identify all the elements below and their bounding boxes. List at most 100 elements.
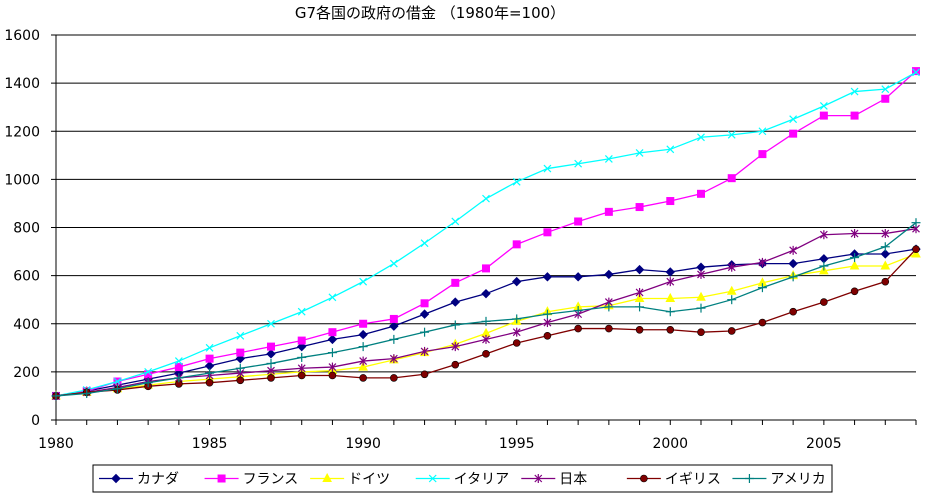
data-point bbox=[543, 318, 552, 328]
data-point bbox=[451, 360, 460, 369]
data-point bbox=[359, 319, 368, 328]
data-point bbox=[82, 389, 92, 399]
data-point bbox=[758, 257, 767, 267]
data-point-stroke bbox=[881, 85, 890, 94]
legend-entry: ドイツ bbox=[310, 472, 390, 488]
data-point bbox=[358, 361, 368, 371]
data-point bbox=[235, 353, 245, 364]
data-point bbox=[666, 145, 675, 154]
data-point bbox=[665, 307, 675, 317]
data-point bbox=[758, 127, 767, 136]
data-point bbox=[744, 474, 754, 483]
data-point bbox=[205, 368, 215, 378]
y-tick-label: 1600 bbox=[4, 28, 40, 44]
legend-label: アメリカ bbox=[770, 472, 825, 488]
data-point bbox=[174, 363, 183, 372]
data-point bbox=[328, 293, 337, 302]
data-point bbox=[482, 194, 490, 203]
data-point bbox=[696, 303, 706, 313]
data-point bbox=[451, 278, 460, 287]
data-point bbox=[697, 133, 705, 142]
data-point bbox=[236, 348, 245, 357]
axes: 0 200 400 600 800 1000 1200 1400 1600 1980 1985 199… bbox=[4, 28, 917, 452]
data-point bbox=[757, 283, 767, 293]
data-point bbox=[144, 367, 153, 376]
legend-entry: フランス bbox=[204, 472, 298, 488]
data-point-stroke bbox=[451, 217, 460, 226]
data-point bbox=[819, 261, 829, 271]
y-tick-label: 1400 bbox=[4, 76, 40, 92]
data-point bbox=[665, 267, 675, 277]
data-point bbox=[236, 376, 245, 385]
data-point bbox=[634, 264, 645, 275]
data-point bbox=[635, 287, 644, 297]
legend-label: イタリア bbox=[454, 472, 509, 488]
data-point bbox=[911, 248, 921, 258]
data-point bbox=[389, 321, 399, 331]
data-point-stroke bbox=[635, 148, 644, 157]
data-point bbox=[420, 299, 429, 308]
data-point bbox=[573, 272, 583, 282]
data-point bbox=[634, 292, 645, 302]
data-point bbox=[267, 319, 275, 328]
data-point bbox=[789, 115, 798, 124]
data-point bbox=[328, 371, 337, 380]
series-line bbox=[55, 222, 917, 397]
data-point bbox=[850, 111, 859, 120]
x-tick-label: 1985 bbox=[192, 436, 228, 452]
data-point-stroke bbox=[236, 331, 245, 340]
data-point bbox=[512, 339, 521, 347]
series-line bbox=[55, 228, 917, 397]
data-point bbox=[450, 297, 460, 307]
data-point bbox=[819, 102, 828, 110]
data-point bbox=[327, 334, 338, 345]
data-point bbox=[788, 258, 798, 269]
grid bbox=[56, 34, 916, 373]
data-point bbox=[574, 217, 583, 226]
data-point-stroke bbox=[328, 293, 337, 302]
data-point-stroke bbox=[850, 87, 859, 96]
data-point bbox=[697, 189, 705, 198]
data-point-stroke bbox=[420, 239, 429, 248]
y-tick-label: 800 bbox=[13, 221, 40, 237]
data-point bbox=[111, 473, 121, 484]
data-point bbox=[359, 374, 367, 382]
data-point bbox=[512, 327, 521, 337]
data-point bbox=[727, 262, 736, 272]
data-point bbox=[174, 373, 184, 383]
data-point bbox=[666, 325, 675, 334]
data-point-stroke bbox=[359, 277, 368, 286]
data-point bbox=[543, 164, 552, 173]
x-tick-label: 2000 bbox=[652, 436, 688, 452]
data-point-stroke bbox=[389, 259, 398, 268]
data-point bbox=[635, 302, 645, 312]
data-point bbox=[266, 358, 276, 368]
data-point bbox=[266, 349, 276, 359]
x-tick-label: 1995 bbox=[499, 436, 535, 452]
data-point bbox=[174, 357, 183, 365]
data-point bbox=[297, 307, 306, 316]
y-tick-label: 200 bbox=[13, 365, 40, 381]
series-7 bbox=[51, 218, 921, 401]
data-point bbox=[512, 240, 521, 249]
data-point bbox=[880, 260, 891, 270]
data-point bbox=[911, 218, 921, 228]
data-point bbox=[605, 324, 613, 333]
legend-entry: 日本 bbox=[521, 472, 587, 488]
legend-label: 日本 bbox=[559, 472, 587, 488]
data-point bbox=[820, 298, 828, 306]
legend: カナダ フランス ドイツ イタリア 日本 イギリス アメリカ bbox=[92, 464, 833, 493]
data-point bbox=[112, 384, 122, 394]
data-point bbox=[482, 264, 490, 273]
data-point bbox=[451, 217, 460, 226]
series-6 bbox=[52, 245, 920, 400]
series-2 bbox=[52, 67, 920, 400]
data-point bbox=[881, 229, 890, 239]
data-point bbox=[543, 331, 552, 340]
data-point bbox=[789, 245, 798, 255]
data-point bbox=[665, 292, 676, 302]
data-point-stroke bbox=[543, 164, 552, 173]
data-point bbox=[359, 356, 368, 366]
series-lines bbox=[51, 67, 921, 401]
data-point bbox=[789, 129, 798, 138]
